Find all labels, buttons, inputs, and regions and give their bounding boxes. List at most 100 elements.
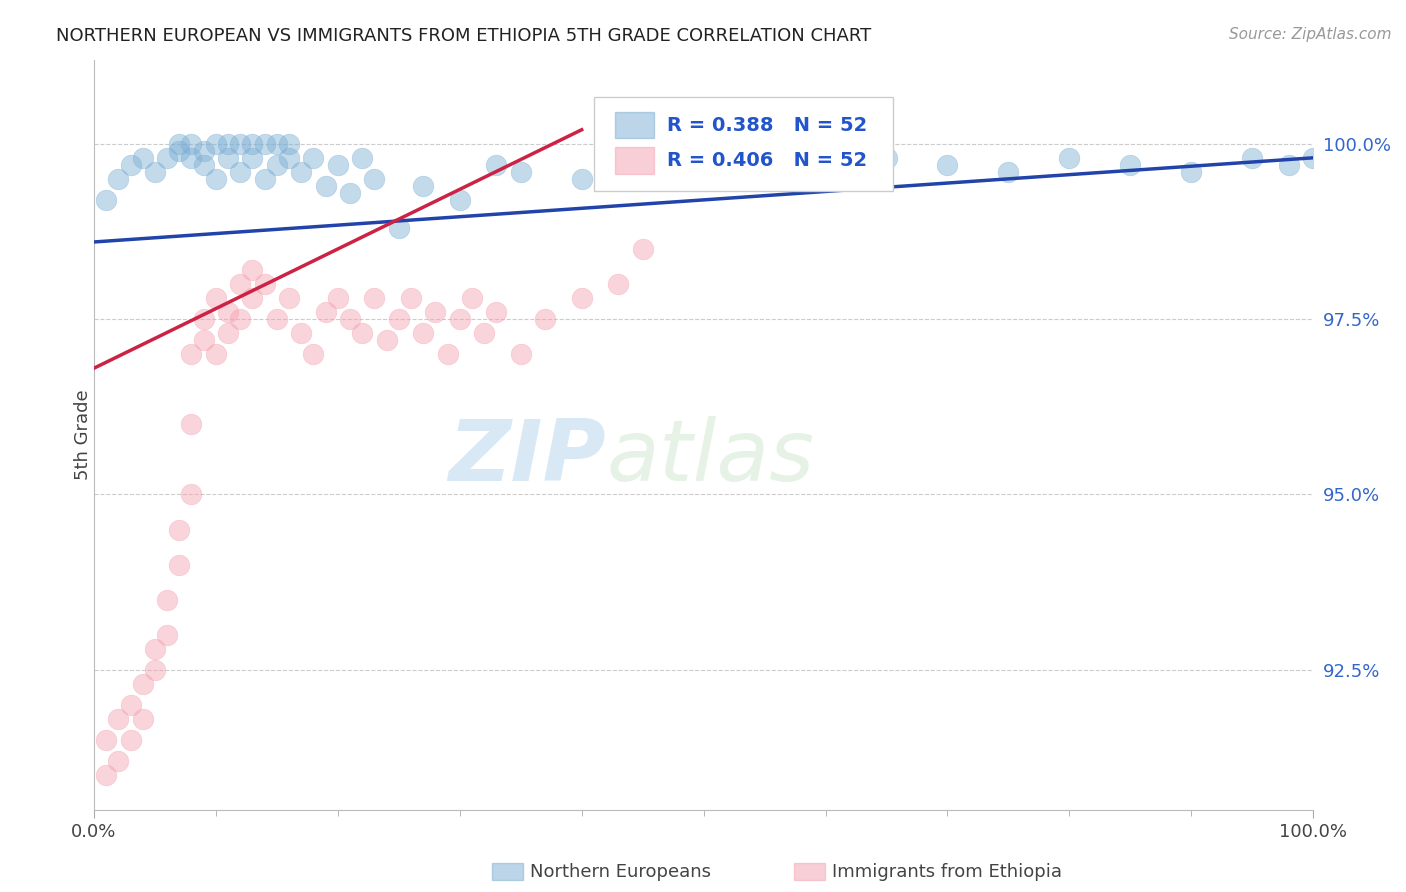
Point	[388, 221, 411, 235]
Point	[315, 178, 337, 193]
Point	[120, 158, 142, 172]
Point	[229, 312, 252, 326]
Point	[169, 144, 191, 158]
Point	[180, 487, 202, 501]
Point	[302, 151, 325, 165]
Text: R = 0.388   N = 52: R = 0.388 N = 52	[666, 116, 868, 136]
Point	[217, 305, 239, 319]
Point	[485, 158, 508, 172]
Point	[1302, 151, 1324, 165]
Point	[399, 291, 422, 305]
Point	[997, 165, 1019, 179]
Point	[1241, 151, 1264, 165]
Point	[156, 592, 179, 607]
Point	[571, 291, 593, 305]
Point	[253, 136, 276, 151]
Point	[509, 165, 531, 179]
Point	[253, 171, 276, 186]
Point	[169, 558, 191, 572]
Text: atlas: atlas	[606, 416, 814, 499]
Point	[156, 151, 179, 165]
Point	[1119, 158, 1142, 172]
Point	[412, 326, 434, 340]
Point	[205, 136, 228, 151]
Point	[876, 151, 898, 165]
Bar	[614, 147, 654, 174]
Point	[509, 347, 531, 361]
Point	[217, 326, 239, 340]
Point	[266, 136, 288, 151]
Point	[278, 136, 301, 151]
Text: NORTHERN EUROPEAN VS IMMIGRANTS FROM ETHIOPIA 5TH GRADE CORRELATION CHART: NORTHERN EUROPEAN VS IMMIGRANTS FROM ETH…	[56, 27, 872, 45]
Point	[180, 136, 202, 151]
Point	[1059, 151, 1081, 165]
Point	[229, 136, 252, 151]
Point	[131, 712, 153, 726]
Point	[242, 291, 264, 305]
Point	[278, 151, 301, 165]
Point	[193, 333, 215, 347]
Point	[375, 333, 398, 347]
Point	[363, 171, 385, 186]
Point	[242, 151, 264, 165]
Point	[131, 677, 153, 691]
Point	[242, 136, 264, 151]
Point	[352, 151, 374, 165]
Point	[754, 158, 776, 172]
Point	[290, 326, 312, 340]
Point	[205, 171, 228, 186]
Text: Northern Europeans: Northern Europeans	[530, 863, 711, 881]
Point	[193, 158, 215, 172]
Point	[205, 291, 228, 305]
Point	[449, 312, 471, 326]
Point	[290, 165, 312, 179]
Point	[485, 305, 508, 319]
Point	[94, 733, 117, 747]
Point	[472, 326, 495, 340]
Point	[412, 178, 434, 193]
Text: Immigrants from Ethiopia: Immigrants from Ethiopia	[832, 863, 1063, 881]
Point	[180, 347, 202, 361]
Point	[266, 158, 288, 172]
Point	[534, 312, 557, 326]
Point	[326, 158, 349, 172]
Point	[107, 712, 129, 726]
Point	[461, 291, 484, 305]
Y-axis label: 5th Grade: 5th Grade	[75, 390, 91, 480]
Point	[278, 291, 301, 305]
Point	[1180, 165, 1202, 179]
Point	[94, 768, 117, 782]
Point	[143, 165, 166, 179]
Point	[169, 523, 191, 537]
Point	[253, 277, 276, 291]
Point	[143, 641, 166, 656]
Text: R = 0.406   N = 52: R = 0.406 N = 52	[666, 152, 868, 170]
Point	[94, 193, 117, 207]
FancyBboxPatch shape	[593, 97, 893, 191]
Point	[302, 347, 325, 361]
Point	[193, 312, 215, 326]
Point	[143, 663, 166, 677]
Point	[936, 158, 959, 172]
Point	[266, 312, 288, 326]
Point	[180, 151, 202, 165]
Point	[180, 417, 202, 432]
Point	[217, 151, 239, 165]
Text: Source: ZipAtlas.com: Source: ZipAtlas.com	[1229, 27, 1392, 42]
Point	[692, 151, 714, 165]
Point	[315, 305, 337, 319]
Point	[388, 312, 411, 326]
Point	[339, 312, 361, 326]
Point	[449, 193, 471, 207]
Text: ZIP: ZIP	[449, 416, 606, 499]
Point	[169, 136, 191, 151]
Point	[814, 171, 837, 186]
Point	[131, 151, 153, 165]
Bar	[614, 112, 654, 138]
Point	[339, 186, 361, 200]
Point	[571, 171, 593, 186]
Point	[205, 347, 228, 361]
Point	[363, 291, 385, 305]
Point	[120, 698, 142, 712]
Point	[631, 158, 654, 172]
